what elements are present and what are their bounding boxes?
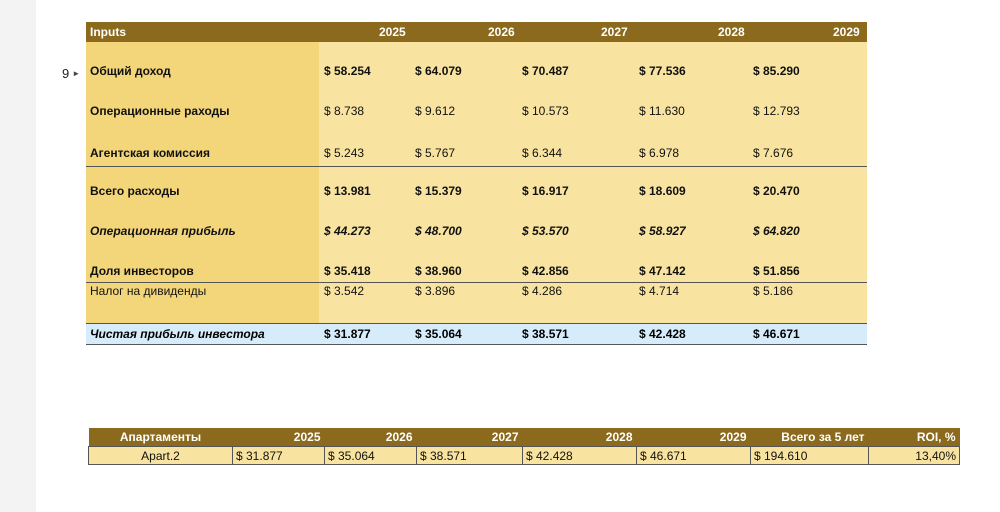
main-financial-table: Inputs 2025 2026 2027 2028 2029 Общий до…	[86, 22, 867, 345]
label-column-bg	[86, 42, 319, 323]
table-row[interactable]: Apart.2 $ 31.877 $ 35.064 $ 38.571 $ 42.…	[88, 446, 960, 465]
cell-value[interactable]: $ 8.738	[324, 104, 365, 118]
cell-value[interactable]: $ 4.714	[639, 284, 680, 298]
header-year: 2029	[833, 25, 860, 39]
row-label: Операционная прибыль	[90, 224, 236, 238]
cell-value[interactable]: $ 35.064	[415, 327, 462, 341]
cell-value[interactable]: $ 42.428	[639, 327, 686, 341]
cell-value[interactable]: $ 5.767	[415, 146, 456, 160]
table-row[interactable]: Налог на дивиденды $ 3.542 $ 3.896 $ 4.2…	[86, 284, 867, 302]
row-label: Налог на дивиденды	[90, 284, 207, 298]
header-year: 2028	[718, 25, 745, 39]
cell-value[interactable]: $ 3.542	[324, 284, 365, 298]
cell-value[interactable]: $ 15.379	[415, 184, 462, 198]
table-row[interactable]: Общий доход $ 58.254 $ 64.079 $ 70.487 $…	[86, 64, 867, 82]
header-title: Inputs	[90, 25, 126, 39]
cell-value[interactable]: $ 58.927	[639, 224, 686, 238]
cell-value[interactable]: $ 35.064	[324, 446, 417, 465]
cell-value[interactable]: $ 53.570	[522, 224, 569, 238]
cell-value[interactable]: $ 38.571	[522, 327, 569, 341]
table-row[interactable]: Операционная прибыль $ 44.273 $ 48.700 $…	[86, 224, 867, 242]
cell-value[interactable]: $ 64.079	[415, 64, 462, 78]
cell-value[interactable]: $ 77.536	[639, 64, 686, 78]
table-row[interactable]: Всего расходы $ 13.981 $ 15.379 $ 16.917…	[86, 184, 867, 202]
row-label: Общий доход	[90, 64, 171, 78]
cell-value[interactable]: $ 11.630	[639, 104, 685, 118]
column-header: 2025	[232, 428, 325, 447]
table-row[interactable]: Операционные раходы $ 8.738 $ 9.612 $ 10…	[86, 104, 867, 122]
row-group-marker[interactable]: 9 ►	[62, 66, 80, 81]
cell-value[interactable]: $ 10.573	[522, 104, 569, 118]
table-row[interactable]: Агентская комиссия $ 5.243 $ 5.767 $ 6.3…	[86, 144, 867, 167]
cell-value[interactable]: $ 46.671	[753, 327, 800, 341]
cell-value[interactable]: $ 5.243	[324, 146, 365, 160]
row-label: Операционные раходы	[90, 104, 230, 118]
cell-value[interactable]: 13,40%	[868, 446, 960, 465]
cell-value[interactable]: $ 51.856	[753, 264, 800, 278]
row-label: Всего расходы	[90, 184, 180, 198]
cell-value[interactable]: $ 31.877	[324, 327, 371, 341]
summary-table: Апартаменты 2025 2026 2027 2028 2029 Все…	[88, 428, 960, 465]
net-profit-row[interactable]: Чистая прибыль инвестора $ 31.877 $ 35.0…	[86, 323, 867, 345]
table-row[interactable]: Доля инвесторов $ 35.418 $ 38.960 $ 42.8…	[86, 262, 867, 283]
main-table-header: Inputs 2025 2026 2027 2028 2029	[86, 22, 867, 42]
row-label: Агентская комиссия	[90, 146, 210, 160]
column-header: 2027	[416, 428, 523, 447]
cell-value[interactable]: $ 58.254	[324, 64, 371, 78]
column-header: Всего за 5 лет	[750, 428, 869, 447]
column-header: Апартаменты	[88, 428, 233, 447]
cell-value[interactable]: $ 42.856	[522, 264, 569, 278]
row-label: Чистая прибыль инвестора	[90, 327, 265, 341]
column-header: ROI, %	[868, 428, 960, 447]
row-label: Доля инвесторов	[90, 264, 194, 278]
cell-value[interactable]: $ 20.470	[753, 184, 800, 198]
cell-value[interactable]: $ 70.487	[522, 64, 569, 78]
cell-value[interactable]: $ 64.820	[753, 224, 800, 238]
expand-triangle-icon[interactable]: ►	[72, 69, 81, 78]
cell-value[interactable]: $ 42.428	[522, 446, 637, 465]
cell-value[interactable]: $ 31.877	[232, 446, 325, 465]
cell-value[interactable]: Apart.2	[88, 446, 233, 465]
main-table-body: Общий доход $ 58.254 $ 64.079 $ 70.487 $…	[86, 42, 867, 323]
column-header: 2026	[324, 428, 417, 447]
cell-value[interactable]: $ 194.610	[750, 446, 869, 465]
cell-value[interactable]: $ 12.793	[753, 104, 800, 118]
cell-value[interactable]: $ 44.273	[324, 224, 371, 238]
left-gutter	[0, 0, 36, 512]
header-year: 2025	[379, 25, 406, 39]
column-header: 2028	[522, 428, 637, 447]
cell-value[interactable]: $ 46.671	[636, 446, 751, 465]
header-year: 2027	[601, 25, 628, 39]
cell-value[interactable]: $ 16.917	[522, 184, 569, 198]
cell-value[interactable]: $ 85.290	[753, 64, 800, 78]
column-header: 2029	[636, 428, 751, 447]
cell-value[interactable]: $ 48.700	[415, 224, 462, 238]
summary-header-row: Апартаменты 2025 2026 2027 2028 2029 Все…	[88, 428, 960, 447]
cell-value[interactable]: $ 35.418	[324, 264, 371, 278]
cell-value[interactable]: $ 38.571	[416, 446, 523, 465]
header-year: 2026	[488, 25, 515, 39]
cell-value[interactable]: $ 3.896	[415, 284, 456, 298]
cell-value[interactable]: $ 9.612	[415, 104, 456, 118]
cell-value[interactable]: $ 4.286	[522, 284, 563, 298]
cell-value[interactable]: $ 5.186	[753, 284, 794, 298]
cell-value[interactable]: $ 6.344	[522, 146, 563, 160]
cell-value[interactable]: $ 7.676	[753, 146, 794, 160]
cell-value[interactable]: $ 47.142	[639, 264, 686, 278]
cell-value[interactable]: $ 6.978	[639, 146, 680, 160]
cell-value[interactable]: $ 38.960	[415, 264, 462, 278]
cell-value[interactable]: $ 13.981	[324, 184, 371, 198]
row-number: 9	[62, 66, 70, 81]
cell-value[interactable]: $ 18.609	[639, 184, 686, 198]
